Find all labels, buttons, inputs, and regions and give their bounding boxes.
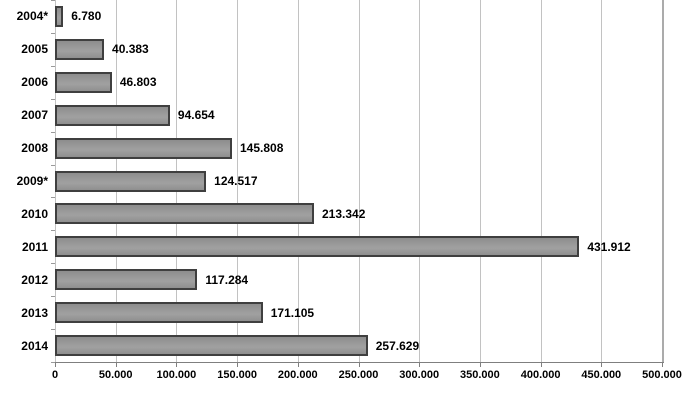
category-label: 2007 [21, 108, 48, 123]
value-label: 46.803 [119, 75, 157, 90]
x-axis-tick-label: 350.000 [460, 369, 500, 381]
bar [55, 137, 232, 159]
x-axis-tick [662, 362, 663, 367]
bar [55, 335, 368, 357]
category-label: 2009* [16, 174, 48, 188]
bar [55, 38, 105, 60]
value-label: 40.383 [112, 42, 149, 57]
x-axis-tick-label: 0 [51, 369, 59, 381]
x-axis-tick [358, 362, 360, 367]
category-label: 2004* [16, 9, 48, 24]
x-axis-tick [540, 362, 542, 367]
y-axis-tick [51, 66, 55, 67]
y-axis-tick [51, 362, 55, 363]
bar [55, 104, 170, 126]
category-label: 2010 [21, 206, 48, 221]
x-axis-tick-label: 250.000 [338, 369, 379, 381]
x-axis-line [55, 362, 664, 363]
y-axis-tick [51, 33, 55, 34]
x-axis-tick-label: 450.000 [581, 369, 622, 381]
category-label: 2011 [21, 239, 48, 254]
value-label: 6.780 [71, 9, 102, 24]
bar [55, 71, 112, 93]
y-axis-tick [51, 329, 55, 330]
value-label: 213.342 [321, 206, 366, 221]
x-axis-tick-label: 50.000 [98, 369, 133, 381]
bar [55, 5, 64, 27]
x-axis-tick [419, 362, 421, 367]
x-axis-tick-label: 150.000 [217, 369, 257, 381]
value-label: 117.284 [205, 272, 249, 287]
category-label: 2014 [21, 338, 48, 353]
y-axis-tick [51, 230, 55, 231]
value-label: 171.105 [270, 305, 315, 320]
x-axis-tick [479, 362, 481, 367]
x-axis-tick-label: 300.000 [399, 369, 440, 381]
y-axis-tick [51, 99, 55, 100]
gridline [479, 0, 481, 362]
gridline [601, 0, 603, 362]
bar [55, 269, 198, 291]
y-axis-tick [51, 0, 55, 1]
category-label: 2006 [21, 75, 48, 90]
y-axis-tick [51, 197, 55, 198]
bar [55, 302, 263, 324]
y-axis-tick [51, 296, 55, 297]
gridline [540, 0, 542, 362]
gridline [662, 0, 664, 362]
y-axis-tick [51, 165, 55, 166]
category-label: 2013 [21, 305, 48, 320]
gridline [419, 0, 421, 362]
value-label: 257.629 [375, 338, 420, 353]
x-axis-tick-label: 200.000 [277, 369, 318, 381]
gridline [237, 0, 239, 362]
x-axis-tick [176, 362, 178, 367]
category-label: 2012 [21, 272, 48, 287]
x-axis-tick [297, 362, 299, 367]
x-axis-tick-label: 500.000 [642, 369, 682, 381]
plot-area: 6.780 40.383 46.803 94.654 145.808 124.517 213… [55, 0, 664, 362]
bar [55, 170, 207, 192]
y-axis-tick [51, 263, 55, 264]
value-label: 145.808 [240, 141, 284, 156]
x-axis-tick-label: 100.000 [156, 369, 197, 381]
category-label: 2005 [21, 42, 48, 57]
value-label: 124.517 [214, 174, 258, 188]
x-axis-tick [115, 362, 117, 367]
gridline [358, 0, 360, 362]
bar [55, 236, 580, 258]
value-label: 94.654 [177, 108, 215, 123]
value-label: 431.912 [587, 239, 631, 254]
category-label: 2008 [21, 141, 48, 156]
x-axis-tick [55, 362, 56, 367]
x-axis-tick [237, 362, 239, 367]
bar [55, 203, 314, 225]
x-axis-tick [601, 362, 603, 367]
y-axis-tick [51, 132, 55, 133]
x-axis-tick-label: 400.000 [520, 369, 561, 381]
gridline [297, 0, 299, 362]
